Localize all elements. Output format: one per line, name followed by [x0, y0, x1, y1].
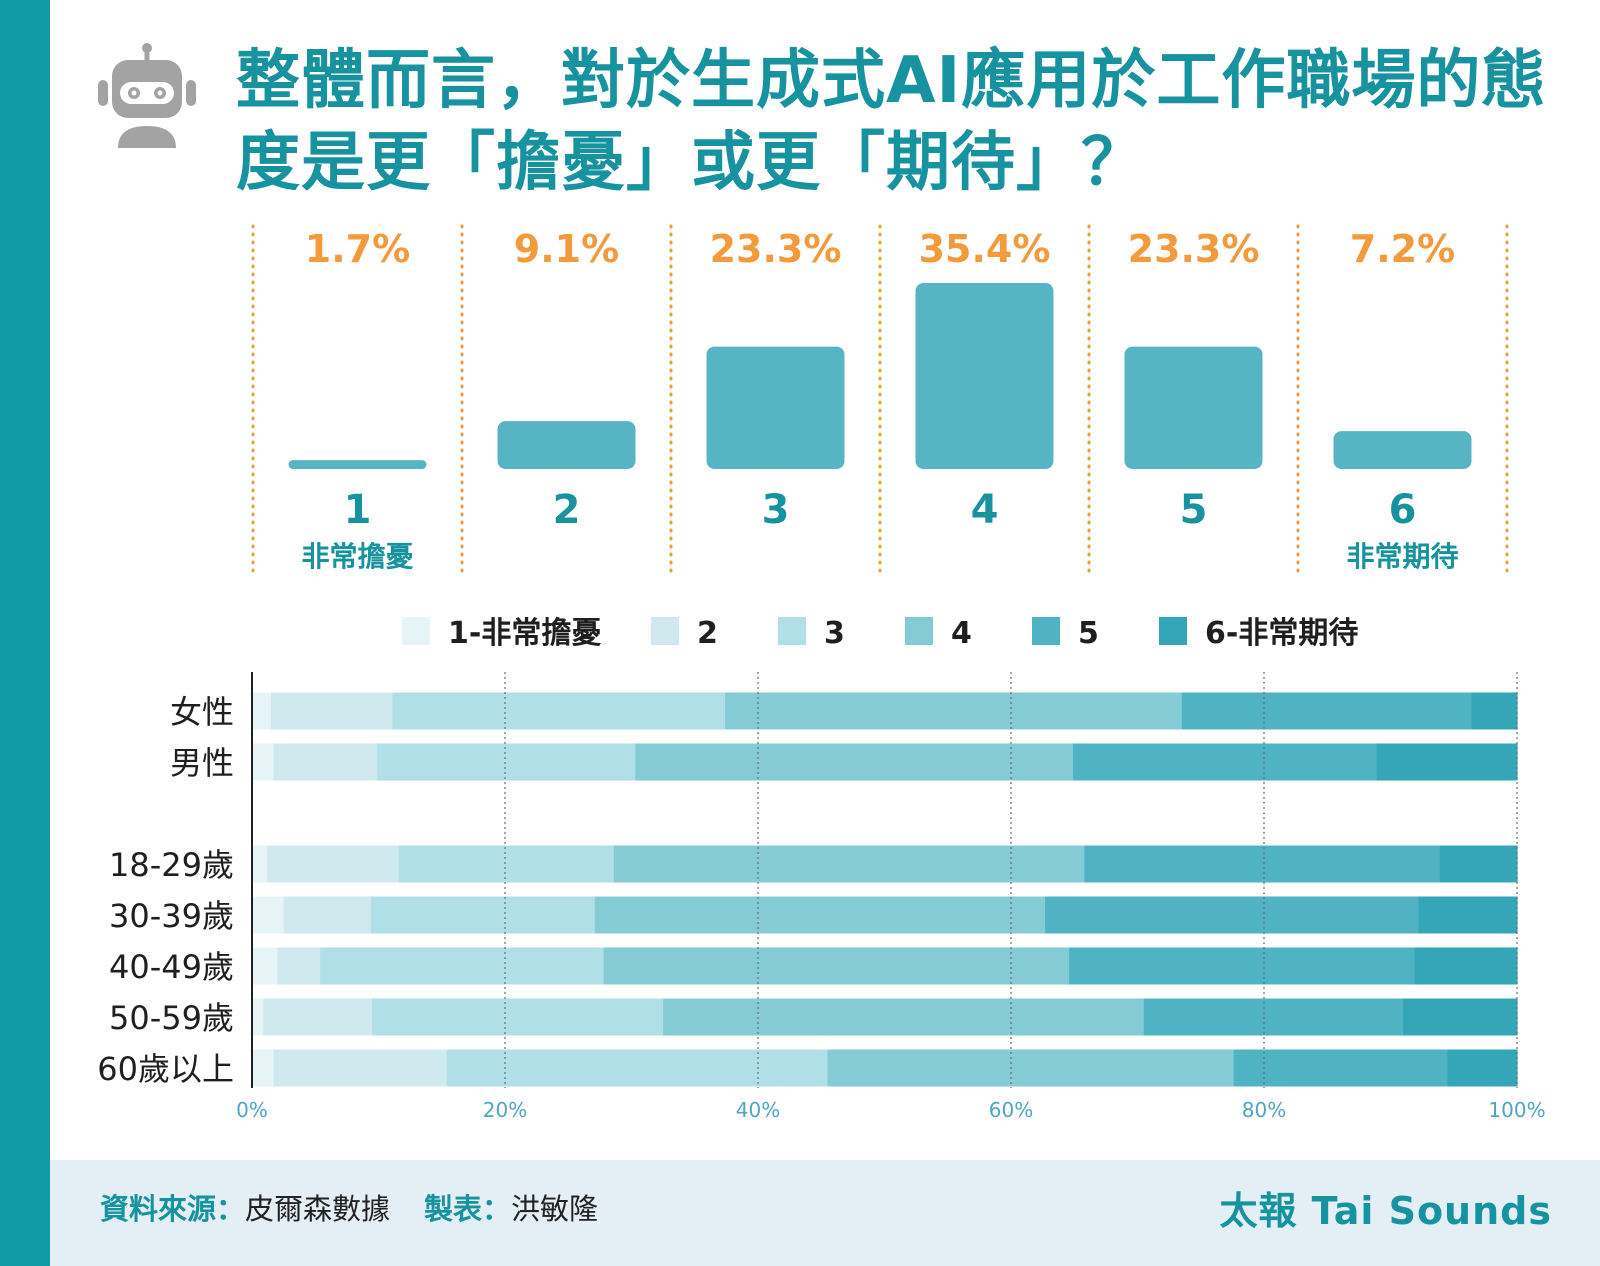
percent-label: 23.3%	[1128, 227, 1260, 271]
scale-number-label: 2	[553, 487, 581, 533]
x-tick-label: 40%	[736, 1098, 780, 1122]
percent-label: 35.4%	[919, 227, 1051, 271]
bar-segment	[594, 896, 1046, 934]
bar-segment	[283, 896, 372, 934]
source-key: 資料來源：	[100, 1192, 246, 1226]
side-accent-bar	[0, 0, 50, 1266]
bar-segment	[1414, 947, 1518, 985]
bar-segment	[446, 1049, 829, 1087]
bar-segment	[252, 896, 285, 934]
scale-number-label: 3	[762, 487, 790, 533]
page-title: 整體而言，對於生成式AI應用於工作職場的態 度是更「擔憂」或更「期待」？	[236, 44, 1547, 200]
legend-swatch	[1032, 617, 1060, 645]
legend-label: 6-非常期待	[1205, 616, 1358, 651]
legend-label: 4	[951, 616, 972, 651]
scale-number-label: 6	[1389, 487, 1417, 533]
bar-segment	[377, 743, 636, 781]
overall-bar	[288, 460, 427, 469]
bar-segment	[267, 845, 400, 883]
bar-segment	[1233, 1049, 1449, 1087]
bar-segment	[392, 692, 726, 730]
bar-segment	[263, 998, 373, 1036]
bar-segment	[277, 947, 321, 985]
bar-segment	[1403, 998, 1518, 1036]
category-label: 50-59歲	[109, 999, 234, 1037]
legend-label: 2	[697, 616, 718, 651]
legend-label: 3	[824, 616, 845, 651]
bar-segment	[270, 692, 394, 730]
scale-end-label: 非常擔憂	[301, 540, 413, 573]
bar-segment	[320, 947, 605, 985]
scale-number-label: 1	[344, 487, 372, 533]
bar-segment	[370, 896, 596, 934]
source-line: 資料來源：皮爾森數據 製表：洪敏隆	[100, 1186, 598, 1228]
bar-segment	[398, 845, 615, 883]
overall-bar	[1124, 346, 1263, 469]
percent-label: 23.3%	[710, 227, 842, 271]
x-tick-label: 100%	[1488, 1098, 1545, 1122]
legend-label: 5	[1078, 616, 1099, 651]
bar-segment	[273, 743, 378, 781]
bar-segment	[1045, 896, 1419, 934]
bar-segment	[1376, 743, 1518, 781]
maker-key: 製表：	[424, 1192, 512, 1226]
x-tick-label: 20%	[483, 1098, 527, 1122]
x-tick-label: 80%	[1242, 1098, 1286, 1122]
percent-label: 1.7%	[305, 227, 410, 271]
legend-swatch	[651, 617, 679, 645]
robot-icon	[98, 43, 196, 148]
legend-swatch	[402, 617, 430, 645]
footer: 資料來源：皮爾森數據 製表：洪敏隆 太報 Tai Sounds	[50, 1160, 1600, 1266]
brand-logo-text: 太報 Tai Sounds	[1219, 1189, 1552, 1233]
category-label: 女性	[170, 693, 234, 731]
bar-segment	[1418, 896, 1518, 934]
bar-segment	[1447, 1049, 1518, 1087]
overall-bar	[497, 421, 636, 469]
category-label: 30-39歲	[109, 897, 234, 935]
bar-segment	[1439, 845, 1518, 883]
overall-bar	[1333, 431, 1472, 469]
legend-swatch	[778, 617, 806, 645]
bar-segment	[252, 692, 272, 730]
category-label: 60歲以上	[97, 1050, 234, 1088]
bar-segment	[613, 845, 1085, 883]
bar-segment	[1143, 998, 1404, 1036]
bar-segment	[1181, 692, 1473, 730]
bar-segment	[1072, 743, 1378, 781]
bar-segment	[252, 998, 264, 1036]
legend-label: 1-非常擔憂	[448, 616, 601, 651]
bar-segment	[252, 947, 278, 985]
scale-number-label: 4	[971, 487, 999, 533]
source-value: 皮爾森數據	[245, 1192, 391, 1226]
percent-label: 7.2%	[1350, 227, 1455, 271]
bar-segment	[603, 947, 1070, 985]
scale-number-label: 5	[1180, 487, 1208, 533]
bar-segment	[725, 692, 1183, 730]
legend-swatch	[905, 617, 933, 645]
x-tick-label: 0%	[236, 1098, 268, 1122]
percent-label: 9.1%	[514, 227, 619, 271]
bar-segment	[273, 1049, 448, 1087]
overall-bar	[915, 283, 1054, 469]
bar-segment	[1084, 845, 1441, 883]
bar-segment	[827, 1049, 1235, 1087]
bar-segment	[635, 743, 1074, 781]
category-label: 男性	[170, 744, 234, 782]
legend-swatch	[1159, 617, 1187, 645]
scale-end-label: 非常期待	[1346, 540, 1458, 573]
x-tick-label: 60%	[989, 1098, 1033, 1122]
bar-segment	[372, 998, 664, 1036]
category-label: 40-49歲	[109, 948, 234, 986]
bar-segment	[1471, 692, 1518, 730]
bar-segment	[252, 845, 268, 883]
overall-bar	[706, 346, 845, 469]
overall-distribution-chart: 1.7% 1 非常擔憂 9.1% 2 23.3% 3 35.4% 4 23.3% 5 7.2% 6 非常期…	[251, 224, 1509, 576]
bar-segment	[1069, 947, 1416, 985]
maker-value: 洪敏隆	[511, 1192, 599, 1226]
bar-segment	[663, 998, 1145, 1036]
bar-segment	[252, 743, 275, 781]
category-label: 18-29歲	[109, 846, 234, 884]
bar-segment	[252, 1049, 275, 1087]
